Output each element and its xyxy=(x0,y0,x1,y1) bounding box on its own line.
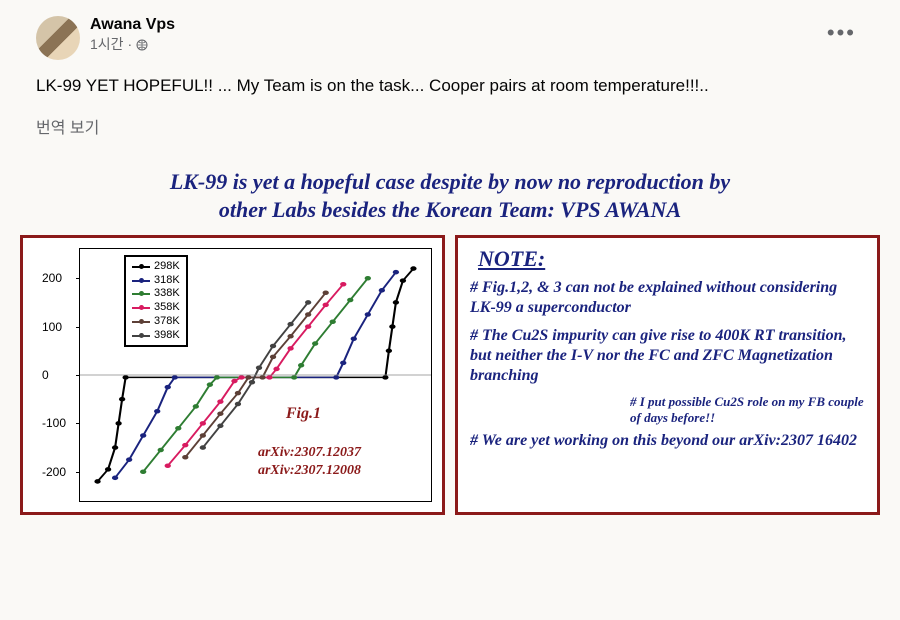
note-item-3: # We are yet working on this beyond our … xyxy=(470,431,865,451)
social-post: Awana Vps 1시간 · ••• LK-99 YET HOPEFUL!! … xyxy=(0,0,900,138)
slide-title-line1: LK-99 is yet a hopeful case despite by n… xyxy=(170,169,730,194)
avatar[interactable] xyxy=(36,16,80,60)
legend: 298K318K338K358K378K398K xyxy=(124,255,188,348)
post-header: Awana Vps 1시간 · ••• xyxy=(36,16,864,60)
panels: Measured Volts (mV) 298K318K338K358K378K… xyxy=(20,235,880,515)
more-button[interactable]: ••• xyxy=(819,16,864,50)
globe-icon xyxy=(136,38,148,50)
slide-image: LK-99 is yet a hopeful case despite by n… xyxy=(0,168,900,515)
figure-label: Fig.1 xyxy=(286,405,321,423)
note-title: NOTE: xyxy=(478,246,865,272)
post-body: LK-99 YET HOPEFUL!! ... My Team is on th… xyxy=(36,74,864,98)
note-item-1: # Fig.1,2, & 3 can not be explained with… xyxy=(470,278,865,318)
slide-title: LK-99 is yet a hopeful case despite by n… xyxy=(20,168,880,225)
timestamp[interactable]: 1시간 xyxy=(90,34,124,54)
chart-area: 298K318K338K358K378K398K -200-1000100200… xyxy=(79,248,432,502)
time-separator: · xyxy=(128,36,133,52)
post-meta: Awana Vps 1시간 · xyxy=(90,16,819,54)
arxiv-ref-1: arXiv:2307.12037 xyxy=(258,445,361,461)
notes-panel: NOTE: # Fig.1,2, & 3 can not be explaine… xyxy=(455,235,880,515)
author-name[interactable]: Awana Vps xyxy=(90,16,819,34)
arxiv-ref-2: arXiv:2307.12008 xyxy=(258,463,361,479)
note-subnote: # I put possible Cu2S role on my FB coup… xyxy=(630,394,865,425)
slide-title-line2: other Labs besides the Korean Team: VPS … xyxy=(219,197,681,222)
translate-link[interactable]: 번역 보기 xyxy=(36,114,864,138)
note-item-2: # The Cu2S impurity can give rise to 400… xyxy=(470,326,865,386)
chart-panel: Measured Volts (mV) 298K318K338K358K378K… xyxy=(20,235,445,515)
time-row: 1시간 · xyxy=(90,34,819,54)
